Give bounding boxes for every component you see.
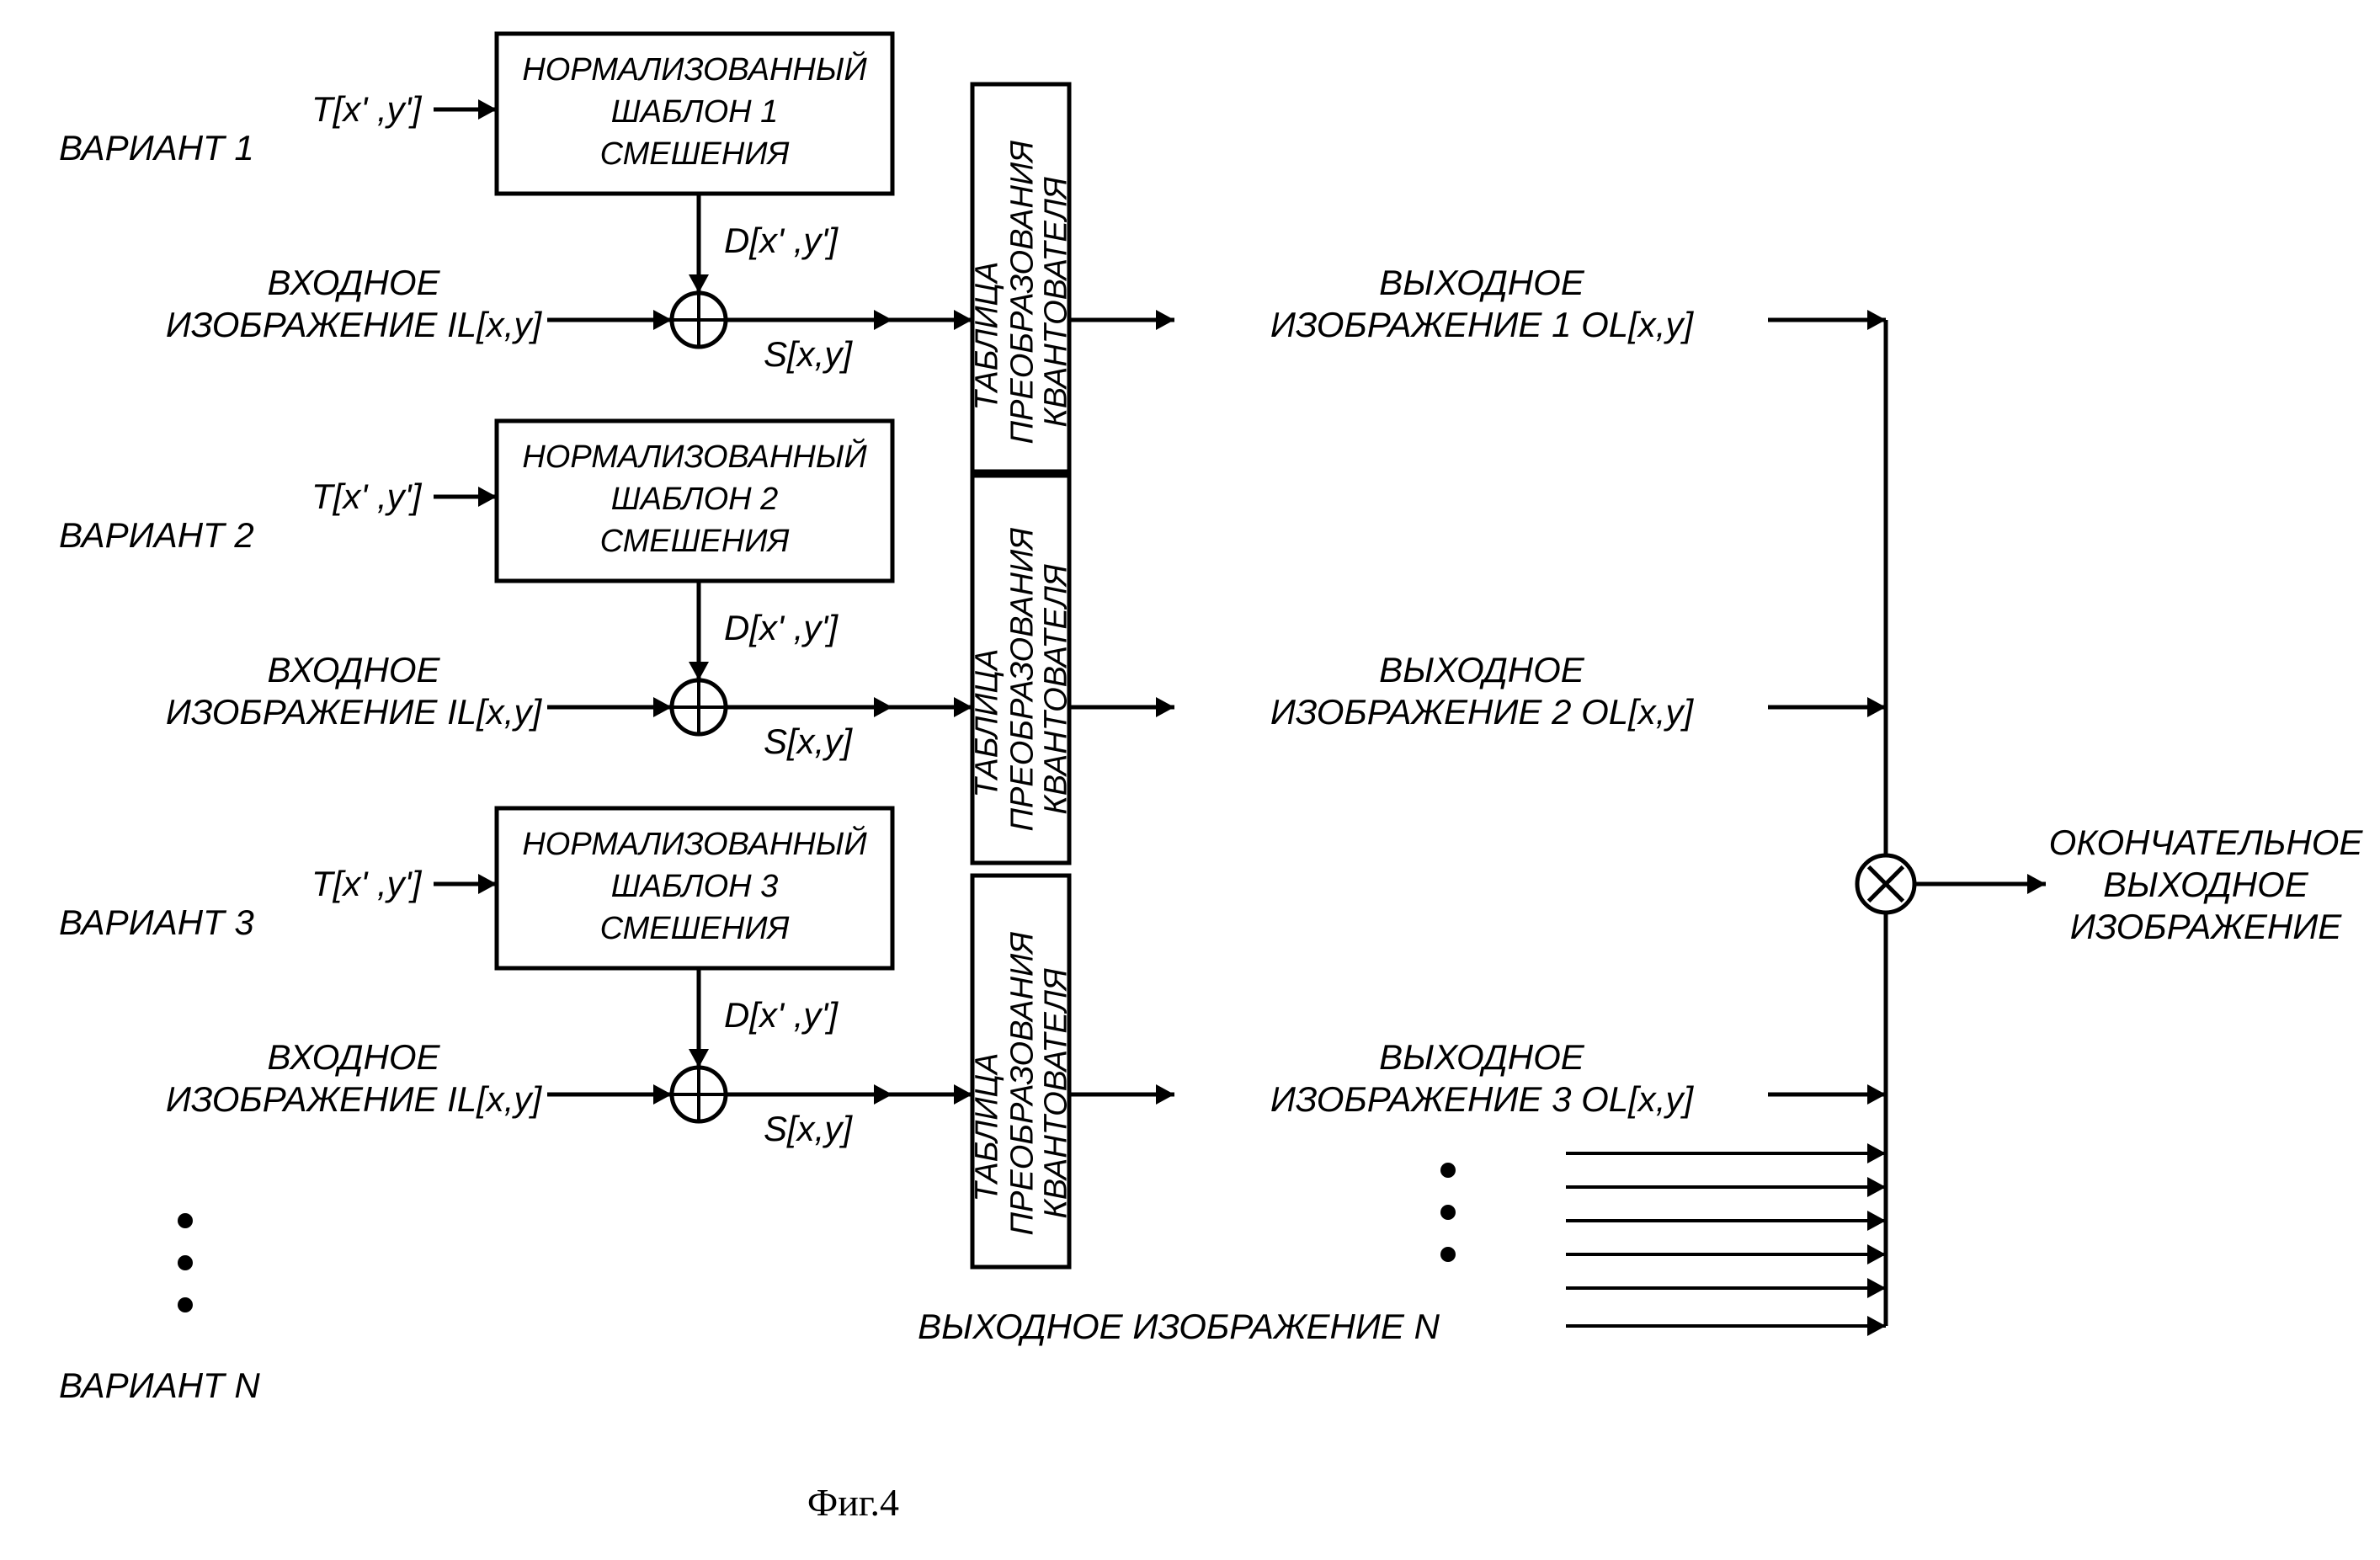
out-img-2-l1: ВЫХОДНОЕ <box>1379 650 1585 689</box>
t-input-2: T[x' ,y'] <box>311 477 423 516</box>
s-label-1: S[x,y] <box>764 334 853 374</box>
input-img-3-l1: ВХОДНОЕ <box>267 1037 440 1077</box>
out-img-2-l2: ИЗОБРАЖЕНИЕ 2 OL[x,y] <box>1270 692 1695 732</box>
templ-box-2-l1: НОРМАЛИЗОВАННЫЙ <box>522 438 867 475</box>
lut-1-l3: КВАНТОВАТЕЛЯ <box>1039 177 1074 427</box>
out-img-1-l2: ИЗОБРАЖЕНИЕ 1 OL[x,y] <box>1270 305 1695 344</box>
templ-box-1-l1: НОРМАЛИЗОВАННЫЙ <box>522 51 867 88</box>
lut-3-l1: ТАБЛИЦА <box>970 1053 1005 1202</box>
input-img-3-l2: ИЗОБРАЖЕНИЕ IL[x,y] <box>166 1079 543 1119</box>
templ-box-1-l3: СМЕШЕНИЯ <box>600 136 790 172</box>
d-label-2: D[x' ,y'] <box>724 608 839 647</box>
lut-1-l1: ТАБЛИЦА <box>970 262 1005 411</box>
t-input-1: T[x' ,y'] <box>311 89 423 129</box>
out-img-3-l2: ИЗОБРАЖЕНИЕ 3 OL[x,y] <box>1270 1079 1695 1119</box>
d-label-3: D[x' ,y'] <box>724 995 839 1035</box>
variant-3-label: ВАРИАНТ 3 <box>59 902 254 942</box>
input-img-2-l2: ИЗОБРАЖЕНИЕ IL[x,y] <box>166 692 543 732</box>
templ-box-3-l2: ШАБЛОН 3 <box>611 869 779 904</box>
s-label-2: S[x,y] <box>764 721 853 761</box>
variant-2-label: ВАРИАНТ 2 <box>59 515 254 555</box>
d-label-1: D[x' ,y'] <box>724 221 839 260</box>
lut-2-l2: ПРЕОБРАЗОВАНИЯ <box>1005 528 1041 832</box>
lut-1-l2: ПРЕОБРАЗОВАНИЯ <box>1005 141 1041 445</box>
lut-2-l3: КВАНТОВАТЕЛЯ <box>1039 564 1074 814</box>
templ-box-3-l3: СМЕШЕНИЯ <box>600 911 790 946</box>
s-label-3: S[x,y] <box>764 1109 853 1148</box>
templ-box-3-l1: НОРМАЛИЗОВАННЫЙ <box>522 825 867 862</box>
input-img-1-l2: ИЗОБРАЖЕНИЕ IL[x,y] <box>166 305 543 344</box>
out-img-3-l1: ВЫХОДНОЕ <box>1379 1037 1585 1077</box>
lut-3-l2: ПРЕОБРАЗОВАНИЯ <box>1005 932 1041 1236</box>
templ-box-2-l2: ШАБЛОН 2 <box>611 482 779 517</box>
input-img-2-l1: ВХОДНОЕ <box>267 650 440 689</box>
variant-N-label: ВАРИАНТ N <box>59 1366 260 1405</box>
out-img-1-l1: ВЫХОДНОЕ <box>1379 263 1585 302</box>
templ-box-2-l3: СМЕШЕНИЯ <box>600 524 790 559</box>
final-l2: ВЫХОДНОЕ <box>2103 865 2309 904</box>
lut-3-l3: КВАНТОВАТЕЛЯ <box>1039 968 1074 1218</box>
templ-box-1-l2: ШАБЛОН 1 <box>611 94 779 130</box>
variant-1-label: ВАРИАНТ 1 <box>59 128 254 168</box>
figure-caption: Фиг.4 <box>807 1481 899 1524</box>
final-l1: ОКОНЧАТЕЛЬНОЕ <box>2049 823 2364 862</box>
final-l3: ИЗОБРАЖЕНИЕ <box>2070 907 2343 946</box>
out-img-N: ВЫХОДНОЕ ИЗОБРАЖЕНИЕ N <box>918 1307 1440 1346</box>
t-input-3: T[x' ,y'] <box>311 864 423 903</box>
lut-2-l1: ТАБЛИЦА <box>970 649 1005 798</box>
input-img-1-l1: ВХОДНОЕ <box>267 263 440 302</box>
